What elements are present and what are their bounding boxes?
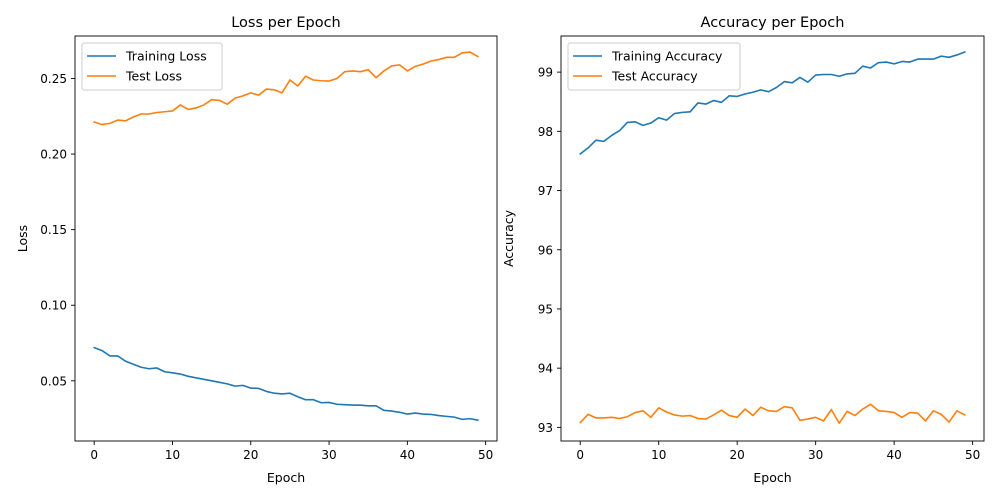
loss-y-axis-label: Loss <box>15 225 30 252</box>
loss-y-tick-label: 0.25 <box>40 72 67 86</box>
accuracy-y-axis-label: Accuracy <box>501 209 516 267</box>
loss-y-tick-label: 0.15 <box>40 223 67 237</box>
accuracy-y-tick-label: 98 <box>538 125 553 139</box>
loss-y-tick-label: 0.10 <box>40 299 67 313</box>
accuracy-legend: Training Accuracy Test Accuracy <box>567 42 741 91</box>
accuracy-y-tick-label: 96 <box>538 243 553 257</box>
accuracy-y-tick-label: 97 <box>538 184 553 198</box>
loss-chart: 0 10 20 30 40 50 0.05 0.10 0.15 0.20 0.25 Loss per … <box>15 15 498 485</box>
loss-x-tick-label: 30 <box>321 448 336 462</box>
loss-x-tick-label: 50 <box>478 448 493 462</box>
accuracy-series-test-accuracy-line <box>579 403 966 425</box>
loss-x-tick-label: 10 <box>165 448 180 462</box>
loss-plot-frame <box>74 35 498 442</box>
accuracy-y-tick-label: 94 <box>538 362 553 376</box>
loss-series-training-loss-line <box>93 346 479 422</box>
accuracy-legend-label-training-accuracy: Training Accuracy <box>611 49 723 64</box>
loss-y-tick-label: 0.05 <box>40 374 67 388</box>
accuracy-legend-label-test-accuracy: Test Accuracy <box>611 69 698 84</box>
accuracy-y-tick-label: 93 <box>538 421 553 435</box>
loss-x-tick-label: 40 <box>400 448 415 462</box>
loss-legend: Training Loss Test Loss <box>81 42 223 91</box>
accuracy-y-tick-label: 99 <box>538 66 553 80</box>
accuracy-x-tick-label: 10 <box>651 448 666 462</box>
loss-legend-label-training-loss: Training Loss <box>125 49 207 64</box>
loss-chart-title: Loss per Epoch <box>231 15 341 31</box>
loss-x-axis-label: Epoch <box>267 470 305 485</box>
loss-legend-label-test-loss: Test Loss <box>125 69 182 84</box>
accuracy-y-tick-label: 95 <box>538 302 553 316</box>
loss-x-tick-label: 0 <box>90 448 98 462</box>
accuracy-chart-title: Accuracy per Epoch <box>701 15 845 31</box>
accuracy-chart: 0 10 20 30 40 50 93 94 95 96 97 98 99 Accuracy per Ep… <box>501 15 985 485</box>
loss-legend-box <box>81 42 223 91</box>
accuracy-plot-frame <box>560 35 985 442</box>
accuracy-x-tick-label: 20 <box>730 448 745 462</box>
loss-series-test-loss-line <box>93 51 479 126</box>
loss-y-tick-label: 0.20 <box>40 148 67 162</box>
accuracy-series-training-accuracy-line <box>579 50 966 155</box>
accuracy-legend-box <box>567 42 741 91</box>
accuracy-x-tick-label: 40 <box>887 448 902 462</box>
loss-x-tick-label: 20 <box>243 448 258 462</box>
accuracy-x-tick-label: 0 <box>576 448 584 462</box>
accuracy-x-tick-label: 50 <box>965 448 980 462</box>
accuracy-x-tick-label: 30 <box>808 448 823 462</box>
accuracy-x-axis-label: Epoch <box>753 470 791 485</box>
